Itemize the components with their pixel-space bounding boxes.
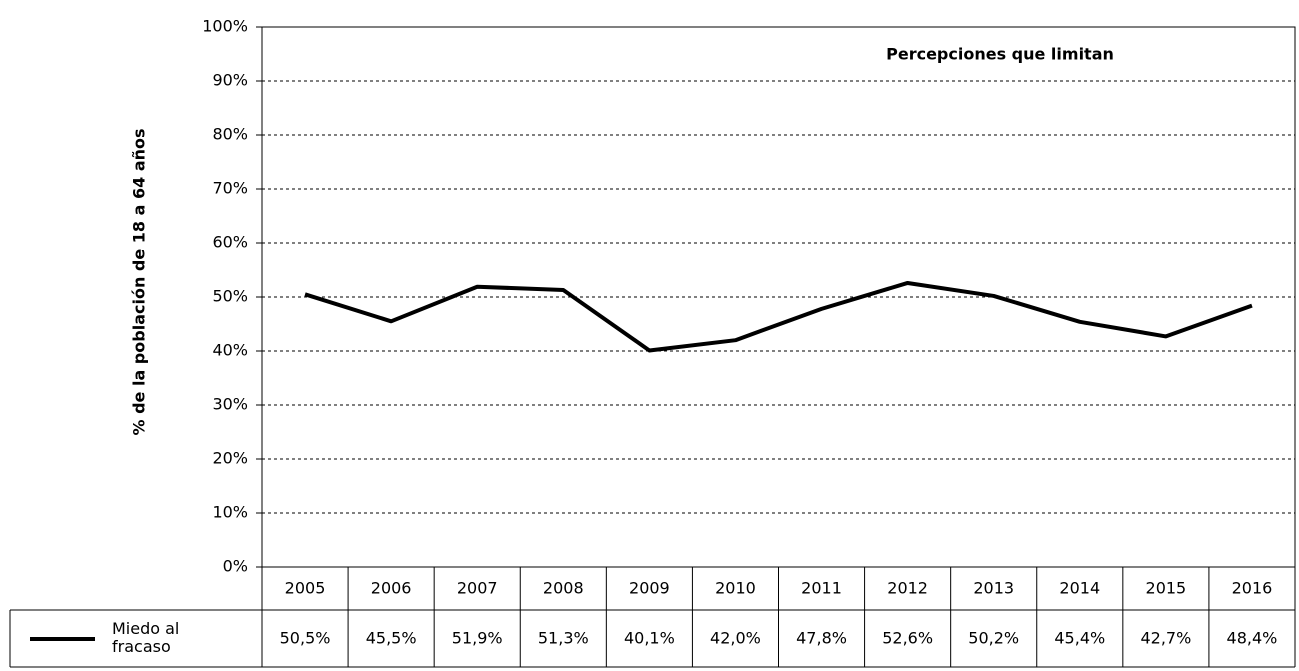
x-tick-label: 2007 — [457, 579, 498, 598]
y-tick-label: 100% — [202, 17, 248, 36]
x-tick-label: 2015 — [1146, 579, 1187, 598]
y-tick-label: 50% — [212, 287, 248, 306]
table-value: 45,4% — [1054, 629, 1105, 648]
chart-title: Percepciones que limitan — [886, 45, 1114, 64]
y-tick-label: 40% — [212, 341, 248, 360]
x-tick-label: 2016 — [1232, 579, 1273, 598]
table-value: 42,7% — [1140, 629, 1191, 648]
table-value: 48,4% — [1227, 629, 1278, 648]
data-line — [304, 280, 1253, 353]
x-tick-label: 2011 — [801, 579, 842, 598]
y-axis-label: % de la población de 18 a 64 años — [130, 128, 149, 435]
y-tick-label: 30% — [212, 395, 248, 414]
table-value: 51,3% — [538, 629, 589, 648]
y-tick-label: 0% — [223, 557, 248, 576]
y-tick-label: 90% — [212, 71, 248, 90]
x-tick-label: 2006 — [371, 579, 412, 598]
x-tick-label: 2012 — [887, 579, 928, 598]
legend-label: Miedo al fracaso — [112, 619, 180, 656]
table-value: 51,9% — [452, 629, 503, 648]
table-value: 50,2% — [968, 629, 1019, 648]
table-value: 50,5% — [280, 629, 331, 648]
table-value: 47,8% — [796, 629, 847, 648]
y-tick-label: 20% — [212, 449, 248, 468]
table-value: 45,5% — [366, 629, 417, 648]
x-tick-label: 2014 — [1059, 579, 1100, 598]
y-tick-label: 60% — [212, 233, 248, 252]
y-tick-label: 80% — [212, 125, 248, 144]
y-tick-label: 10% — [212, 503, 248, 522]
x-tick-label: 2005 — [285, 579, 326, 598]
table-value: 42,0% — [710, 629, 761, 648]
x-tick-label: 2013 — [973, 579, 1014, 598]
table-value: 52,6% — [882, 629, 933, 648]
x-tick-label: 2009 — [629, 579, 670, 598]
x-tick-label: 2010 — [715, 579, 756, 598]
y-tick-label: 70% — [212, 179, 248, 198]
table-value: 40,1% — [624, 629, 675, 648]
x-tick-label: 2008 — [543, 579, 584, 598]
